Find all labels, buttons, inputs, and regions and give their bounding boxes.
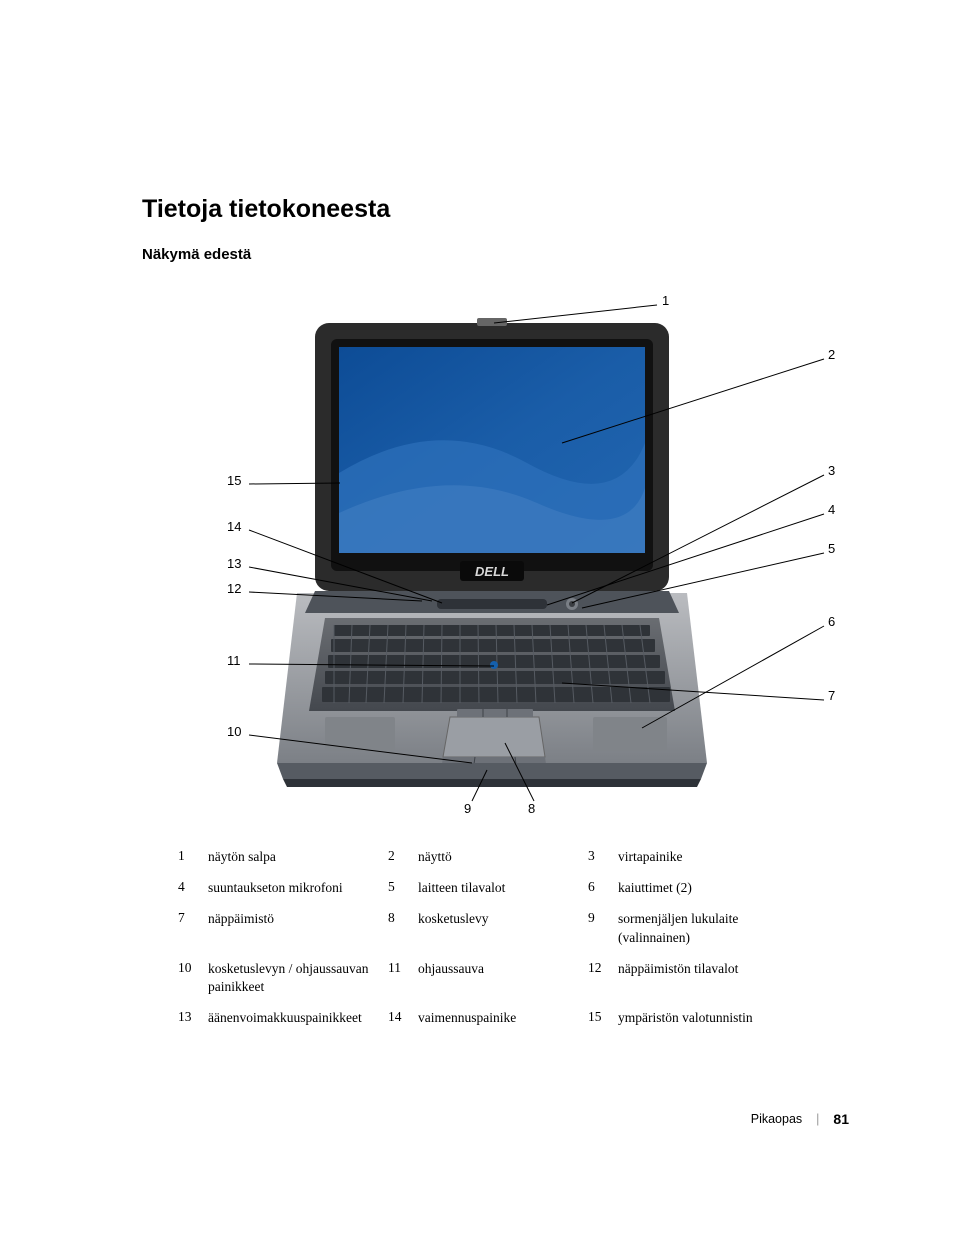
legend-text: näytön salpa: [208, 848, 378, 866]
legend-num: 14: [388, 1009, 418, 1025]
page-footer: Pikaopas | 81: [751, 1111, 849, 1127]
laptop-diagram: DELL: [142, 283, 842, 823]
callout-4: 4: [828, 502, 835, 517]
legend-text: suuntaukseton mikrofoni: [208, 879, 378, 897]
legend-item: 14vaimennuspainike: [388, 1009, 578, 1027]
callout-15: 15: [227, 473, 241, 488]
callout-12: 12: [227, 581, 241, 596]
legend-text: kosketuslevy: [418, 910, 578, 928]
legend-num: 13: [178, 1009, 208, 1025]
legend-text: näppäimistön tilavalot: [618, 960, 798, 978]
legend-text: laitteen tilavalot: [418, 879, 578, 897]
legend-item: 6kaiuttimet (2): [588, 879, 798, 897]
legend-num: 8: [388, 910, 418, 926]
legend-num: 10: [178, 960, 208, 976]
legend-item: 11ohjaussauva: [388, 960, 578, 996]
callout-6: 6: [828, 614, 835, 629]
callout-10: 10: [227, 724, 241, 739]
callout-11: 11: [227, 653, 241, 668]
legend-item: 10kosketuslevyn / ohjaussauvan painikkee…: [178, 960, 378, 996]
legend-num: 7: [178, 910, 208, 926]
legend-item: 3virtapainike: [588, 848, 798, 866]
legend-text: sormenjäljen lukulaite (valinnainen): [618, 910, 798, 946]
callout-14: 14: [227, 519, 241, 534]
legend-text: ympäristön valotunnistin: [618, 1009, 798, 1027]
section-subtitle: Näkymä edestä: [142, 246, 854, 263]
callout-5: 5: [828, 541, 835, 556]
legend-num: 6: [588, 879, 618, 895]
page-title: Tietoja tietokoneesta: [142, 195, 854, 224]
legend-num: 11: [388, 960, 418, 976]
legend-text: ohjaussauva: [418, 960, 578, 978]
callout-1: 1: [662, 293, 669, 308]
footer-section: Pikaopas: [751, 1112, 802, 1126]
footer-separator: |: [816, 1112, 819, 1126]
legend-num: 15: [588, 1009, 618, 1025]
legend-item: 4suuntaukseton mikrofoni: [178, 879, 378, 897]
legend-text: näppäimistö: [208, 910, 378, 928]
legend-num: 1: [178, 848, 208, 864]
callout-13: 13: [227, 556, 241, 571]
legend-num: 3: [588, 848, 618, 864]
legend-text: vaimennuspainike: [418, 1009, 578, 1027]
legend-item: 13äänenvoimakkuuspainikkeet: [178, 1009, 378, 1027]
legend-table: 1näytön salpa 2näyttö 3virtapainike 4suu…: [178, 848, 854, 1028]
legend-num: 9: [588, 910, 618, 926]
callout-8: 8: [528, 801, 535, 816]
legend-item: 15ympäristön valotunnistin: [588, 1009, 798, 1027]
callout-2: 2: [828, 347, 835, 362]
legend-item: 9sormenjäljen lukulaite (valinnainen): [588, 910, 798, 946]
legend-item: 5laitteen tilavalot: [388, 879, 578, 897]
legend-num: 4: [178, 879, 208, 895]
legend-text: virtapainike: [618, 848, 798, 866]
laptop-illustration: DELL: [277, 313, 707, 793]
page-number: 81: [833, 1111, 849, 1127]
legend-num: 5: [388, 879, 418, 895]
callout-7: 7: [828, 688, 835, 703]
callout-9: 9: [464, 801, 471, 816]
legend-text: näyttö: [418, 848, 578, 866]
svg-text:DELL: DELL: [475, 564, 509, 579]
legend-item: 8kosketuslevy: [388, 910, 578, 946]
legend-item: 2näyttö: [388, 848, 578, 866]
legend-text: kosketuslevyn / ohjaussauvan painikkeet: [208, 960, 378, 996]
legend-item: 7näppäimistö: [178, 910, 378, 946]
legend-num: 12: [588, 960, 618, 976]
legend-text: äänenvoimakkuuspainikkeet: [208, 1009, 378, 1027]
legend-item: 1näytön salpa: [178, 848, 378, 866]
legend-num: 2: [388, 848, 418, 864]
callout-3: 3: [828, 463, 835, 478]
legend-item: 12näppäimistön tilavalot: [588, 960, 798, 996]
legend-text: kaiuttimet (2): [618, 879, 798, 897]
